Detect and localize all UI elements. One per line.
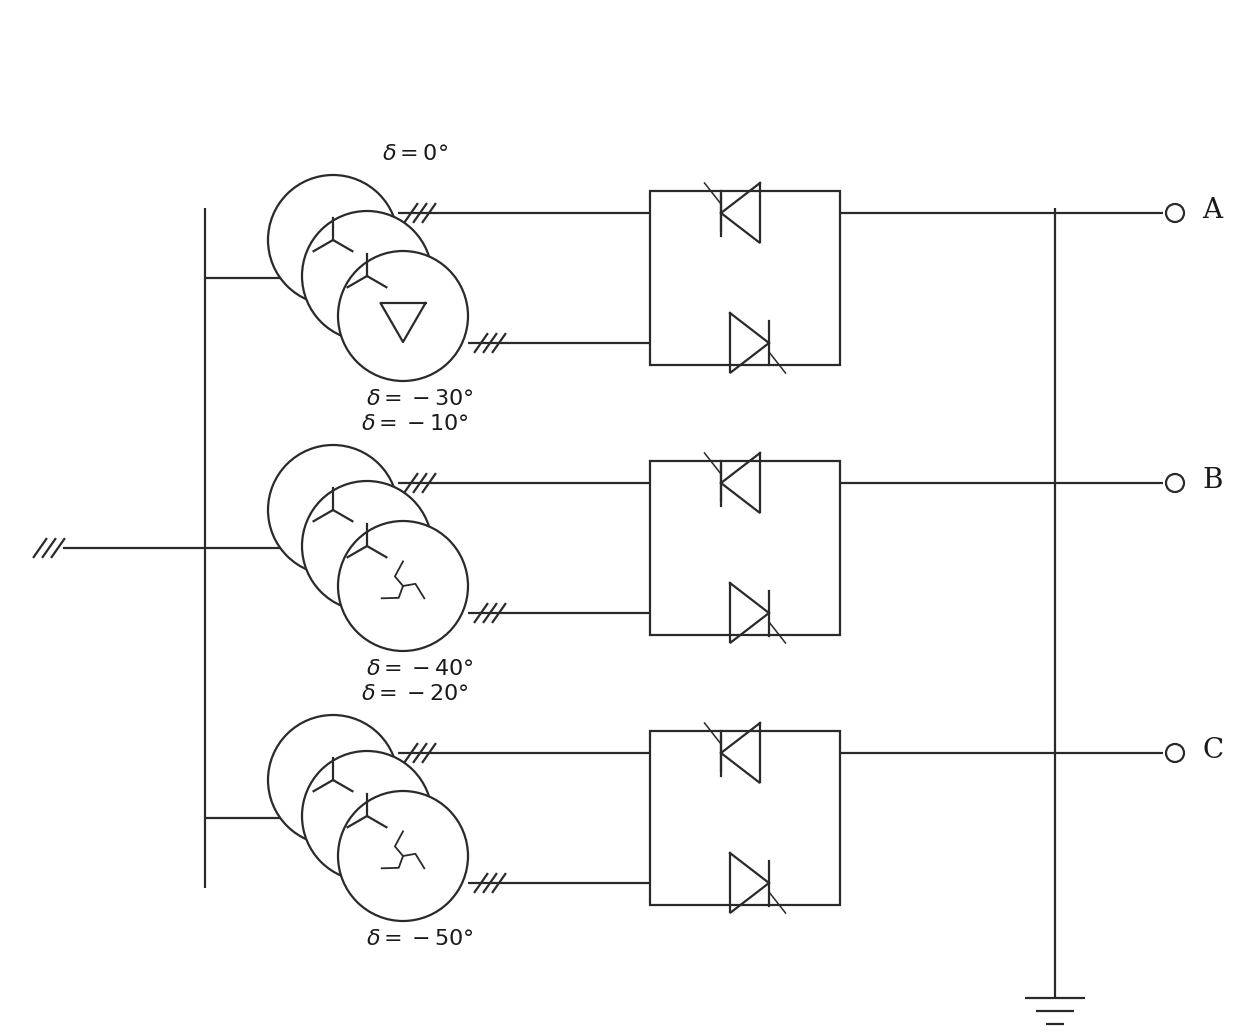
Bar bbox=[650, 191, 839, 365]
Text: C: C bbox=[1202, 737, 1223, 763]
Text: $\delta = 0\degree$: $\delta = 0\degree$ bbox=[382, 143, 448, 165]
Circle shape bbox=[303, 751, 432, 881]
Bar bbox=[650, 731, 839, 905]
Text: B: B bbox=[1202, 467, 1223, 494]
Circle shape bbox=[339, 251, 467, 381]
Text: $\delta = -30\degree$: $\delta = -30\degree$ bbox=[366, 388, 474, 410]
Text: $\delta = -10\degree$: $\delta = -10\degree$ bbox=[361, 413, 469, 435]
Bar bbox=[650, 461, 839, 635]
Circle shape bbox=[303, 211, 432, 341]
Text: $\delta = -50\degree$: $\delta = -50\degree$ bbox=[366, 928, 474, 950]
Circle shape bbox=[268, 175, 398, 305]
Text: $\delta = -20\degree$: $\delta = -20\degree$ bbox=[361, 683, 469, 705]
Circle shape bbox=[339, 791, 467, 921]
Circle shape bbox=[268, 715, 398, 845]
Circle shape bbox=[339, 521, 467, 651]
Circle shape bbox=[303, 481, 432, 611]
Circle shape bbox=[268, 445, 398, 575]
Text: A: A bbox=[1202, 196, 1223, 223]
Text: $\delta = -40\degree$: $\delta = -40\degree$ bbox=[366, 658, 474, 680]
